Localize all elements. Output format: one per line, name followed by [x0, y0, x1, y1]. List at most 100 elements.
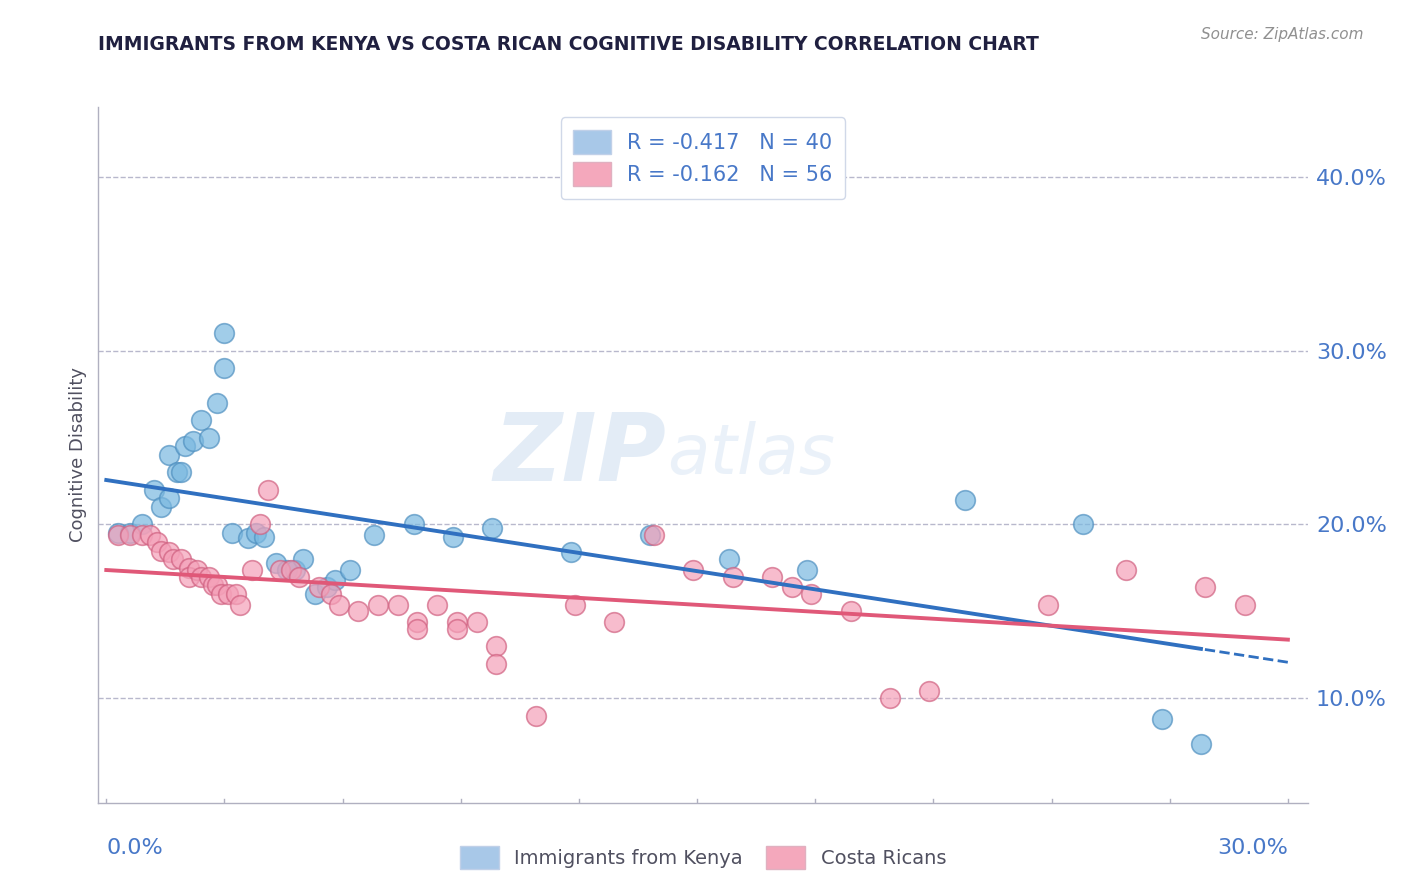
Point [201, 578, 224, 592]
Point [1150, 712, 1173, 726]
Point [142, 483, 165, 497]
Point [131, 517, 153, 532]
Point [485, 657, 508, 671]
Text: 0.0%: 0.0% [107, 838, 163, 857]
Point [157, 448, 180, 462]
Point [131, 528, 153, 542]
Point [138, 528, 160, 542]
Point [186, 563, 208, 577]
Point [446, 622, 468, 636]
Point [721, 570, 744, 584]
Point [363, 528, 385, 542]
Point [209, 587, 232, 601]
Point [1233, 598, 1256, 612]
Point [485, 639, 508, 653]
Point [426, 598, 449, 612]
Text: 30.0%: 30.0% [1218, 838, 1288, 857]
Point [638, 528, 661, 542]
Point [292, 552, 315, 566]
Point [107, 528, 129, 542]
Point [197, 570, 219, 584]
Point [280, 563, 302, 577]
Point [603, 615, 626, 629]
Point [682, 563, 704, 577]
Point [170, 466, 193, 480]
Point [953, 493, 976, 508]
Point [214, 361, 236, 376]
Point [162, 552, 184, 566]
Point [170, 552, 193, 566]
Point [253, 530, 276, 544]
Point [181, 434, 204, 448]
Point [190, 413, 212, 427]
Point [1115, 563, 1137, 577]
Point [236, 532, 259, 546]
Point [288, 570, 311, 584]
Point [560, 545, 582, 559]
Point [1036, 598, 1059, 612]
Point [269, 563, 291, 577]
Point [205, 395, 228, 409]
Point [796, 563, 818, 577]
Point [221, 526, 243, 541]
Point [229, 598, 252, 612]
Point [157, 491, 180, 506]
Point [564, 598, 586, 612]
Point [217, 587, 239, 601]
Point [1194, 580, 1216, 594]
Point [107, 526, 129, 541]
Point [177, 570, 200, 584]
Y-axis label: Cognitive Disability: Cognitive Disability [69, 368, 87, 542]
Point [249, 517, 271, 532]
Point [323, 573, 346, 587]
Text: IMMIGRANTS FROM KENYA VS COSTA RICAN COGNITIVE DISABILITY CORRELATION CHART: IMMIGRANTS FROM KENYA VS COSTA RICAN COG… [98, 35, 1039, 54]
Point [214, 326, 236, 340]
Point [524, 708, 547, 723]
Point [347, 605, 370, 619]
Point [174, 439, 197, 453]
Point [800, 587, 823, 601]
Point [225, 587, 247, 601]
Point [717, 552, 740, 566]
Point [177, 561, 200, 575]
Point [166, 466, 188, 480]
Legend: Immigrants from Kenya, Costa Ricans: Immigrants from Kenya, Costa Ricans [453, 838, 953, 877]
Point [761, 570, 783, 584]
Point [150, 500, 173, 514]
Point [446, 615, 468, 629]
Point [339, 563, 361, 577]
Point [150, 543, 173, 558]
Point [205, 578, 228, 592]
Point [319, 587, 342, 601]
Point [190, 570, 212, 584]
Point [780, 580, 803, 594]
Point [918, 684, 941, 698]
Point [284, 563, 307, 577]
Text: atlas: atlas [666, 421, 835, 489]
Point [402, 517, 425, 532]
Point [118, 526, 141, 541]
Point [315, 580, 337, 594]
Point [1071, 517, 1094, 532]
Text: ZIP: ZIP [494, 409, 666, 501]
Point [308, 580, 330, 594]
Point [276, 563, 298, 577]
Point [406, 615, 429, 629]
Point [879, 691, 901, 706]
Point [118, 528, 141, 542]
Point [240, 563, 263, 577]
Point [328, 598, 350, 612]
Point [406, 622, 429, 636]
Point [387, 598, 409, 612]
Point [367, 598, 389, 612]
Text: Source: ZipAtlas.com: Source: ZipAtlas.com [1201, 27, 1364, 42]
Point [839, 605, 862, 619]
Point [197, 430, 219, 444]
Point [245, 526, 267, 541]
Point [146, 534, 169, 549]
Point [1189, 737, 1212, 751]
Point [264, 556, 287, 570]
Point [481, 521, 503, 535]
Point [465, 615, 488, 629]
Point [157, 545, 180, 559]
